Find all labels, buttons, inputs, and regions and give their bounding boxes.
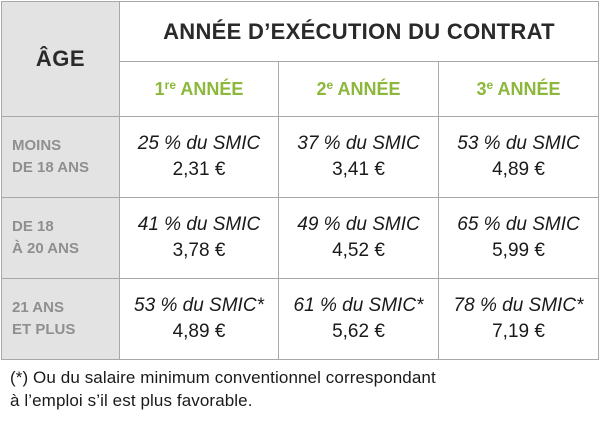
age-row-label: DE 18 À 20 ANS	[1, 197, 120, 279]
table-row: DE 18 À 20 ANS 41 % du SMIC 3,78 € 49 % du…	[1, 197, 600, 279]
footnote-line-1: (*) Ou du salaire minimum conventionnel …	[10, 368, 436, 387]
footnote-line-2: à l’emploi s’il est plus favorable.	[10, 391, 253, 410]
table-row: MOINS DE 18 ANS 25 % du SMIC 2,31 € 37 % d…	[1, 116, 600, 198]
rate-cell: 37 % du SMIC 3,41 €	[278, 116, 439, 198]
rate-cell: 53 % du SMIC 4,89 €	[437, 116, 600, 198]
rate-cell: 78 % du SMIC* 7,19 €	[437, 278, 600, 360]
rate-cell: 53 % du SMIC* 4,89 €	[119, 278, 279, 360]
rate-cell: 49 % du SMIC 4,52 €	[278, 197, 439, 279]
rate-cell: 41 % du SMIC 3,78 €	[119, 197, 279, 279]
rate-cell: 61 % du SMIC* 5,62 €	[278, 278, 439, 360]
rate-cell: 65 % du SMIC 5,99 €	[437, 197, 600, 279]
year-header-1: 1re ANNÉE	[119, 61, 279, 117]
age-column-header: ÂGE	[1, 1, 120, 117]
table-row: 21 ANS ET PLUS 53 % du SMIC* 4,89 € 61 % d…	[1, 278, 600, 360]
rate-cell: 25 % du SMIC 2,31 €	[119, 116, 279, 198]
year-header-3: 3e ANNÉE	[437, 61, 600, 117]
footnote: (*) Ou du salaire minimum conventionnel …	[10, 366, 595, 412]
age-row-label: MOINS DE 18 ANS	[1, 116, 120, 198]
age-row-label: 21 ANS ET PLUS	[1, 278, 120, 360]
salary-table: ÂGE ANNÉE D’EXÉCUTION DU CONTRAT 1re ANN…	[1, 1, 600, 360]
contract-year-title: ANNÉE D’EXÉCUTION DU CONTRAT	[118, 1, 600, 62]
year-header-2: 2e ANNÉE	[278, 61, 439, 117]
